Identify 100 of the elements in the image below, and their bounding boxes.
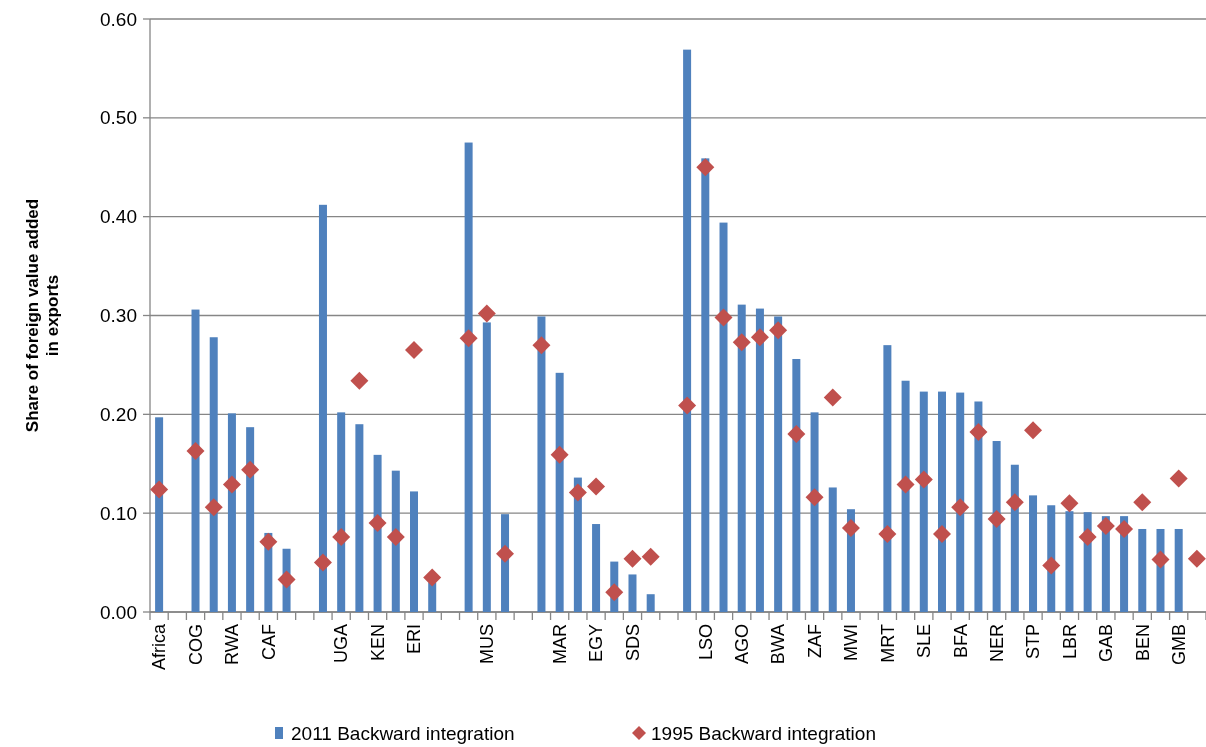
- bar: [246, 427, 255, 612]
- point: [459, 329, 478, 348]
- x-tick-label: MRT: [877, 624, 898, 663]
- x-tick-label: MWI: [841, 624, 862, 661]
- bar: [191, 309, 200, 612]
- x-tick-label: MUS: [477, 624, 498, 664]
- point: [1115, 519, 1134, 538]
- point: [204, 498, 223, 517]
- x-tick-label: COG: [185, 624, 206, 666]
- point: [969, 423, 988, 442]
- point: [277, 570, 296, 589]
- y-tick-label: 0.30: [100, 305, 137, 327]
- point: [714, 308, 733, 327]
- bar: [810, 412, 819, 612]
- point: [641, 547, 660, 566]
- bar: [355, 424, 364, 612]
- bar: [318, 204, 327, 612]
- x-tick-label: GMB: [1168, 624, 1189, 666]
- point: [696, 158, 715, 177]
- bar: [901, 380, 910, 612]
- point: [987, 510, 1006, 529]
- point: [259, 532, 278, 551]
- x-tick-label: RWA: [222, 624, 243, 666]
- point: [732, 333, 751, 352]
- point: [1005, 493, 1024, 512]
- bar: [737, 304, 746, 612]
- point: [787, 425, 806, 444]
- bar: [883, 345, 892, 612]
- x-tick-label: AGO: [732, 624, 753, 665]
- y-tick-label: 0.00: [100, 601, 137, 623]
- bar: [828, 487, 837, 612]
- point: [587, 477, 606, 496]
- y-tick-label: 0.50: [100, 107, 137, 129]
- point: [313, 553, 332, 572]
- x-tick-label: Africa: [149, 623, 170, 671]
- bar: [373, 454, 382, 612]
- point: [914, 470, 933, 489]
- point: [805, 488, 824, 507]
- point: [350, 371, 369, 390]
- legend-label: 2011 Backward integration: [291, 722, 515, 744]
- bar: [592, 524, 601, 612]
- x-tick-label: CAF: [258, 624, 279, 660]
- y-tick-label: 0.10: [100, 502, 137, 524]
- point: [241, 460, 260, 479]
- x-tick-label: GAB: [1096, 624, 1117, 663]
- bar: [410, 491, 418, 612]
- point: [750, 328, 769, 347]
- point: [1187, 549, 1206, 568]
- x-tick-label: UGA: [331, 624, 352, 664]
- bar: [719, 222, 728, 612]
- legend-label: 1995 Backward integration: [651, 722, 876, 744]
- x-tick-label: SLE: [914, 624, 935, 659]
- bar: [155, 417, 164, 612]
- bar: [992, 441, 1001, 612]
- point: [1024, 421, 1043, 440]
- point: [222, 475, 241, 494]
- x-tick-label: MAR: [549, 624, 570, 664]
- x-tick-label: STP: [1023, 624, 1044, 660]
- x-tick-label: SDS: [622, 624, 643, 662]
- y-axis-title: Share of foreign value added in exports: [23, 198, 63, 433]
- bar: [1138, 528, 1147, 612]
- point: [150, 480, 169, 499]
- point: [550, 445, 569, 464]
- point: [1169, 469, 1188, 488]
- point: [678, 396, 697, 415]
- point: [332, 527, 351, 546]
- point: [1151, 550, 1170, 569]
- y-tick-label: 0.20: [100, 403, 137, 425]
- bar: [755, 308, 764, 612]
- point: [186, 441, 205, 460]
- x-tick-label: ZAF: [804, 624, 825, 658]
- x-tick-label: ERI: [404, 624, 425, 655]
- bar: [555, 372, 564, 612]
- bar: [337, 412, 346, 612]
- x-tick-label: KEN: [367, 624, 388, 662]
- bar: [974, 401, 983, 612]
- point: [496, 544, 515, 563]
- bar: [646, 594, 655, 612]
- bar: [919, 391, 928, 612]
- bar: [938, 391, 946, 612]
- x-tick-label: BFA: [950, 624, 971, 659]
- point: [477, 304, 496, 323]
- point: [841, 518, 860, 537]
- y-tick-label: 0.40: [100, 206, 137, 228]
- point: [386, 527, 405, 546]
- point: [1133, 493, 1152, 512]
- bar: [227, 413, 236, 612]
- point: [933, 524, 951, 543]
- y-tick-label: 0.60: [100, 8, 137, 30]
- point: [568, 483, 587, 502]
- point: [368, 514, 387, 533]
- bar: [1029, 495, 1038, 612]
- point: [605, 583, 624, 602]
- bar: [701, 158, 710, 612]
- bar: [1174, 528, 1183, 612]
- point: [823, 388, 842, 407]
- bar: [464, 142, 473, 612]
- x-tick-label: LSO: [695, 624, 716, 661]
- bar: [1065, 511, 1074, 612]
- point: [405, 341, 423, 360]
